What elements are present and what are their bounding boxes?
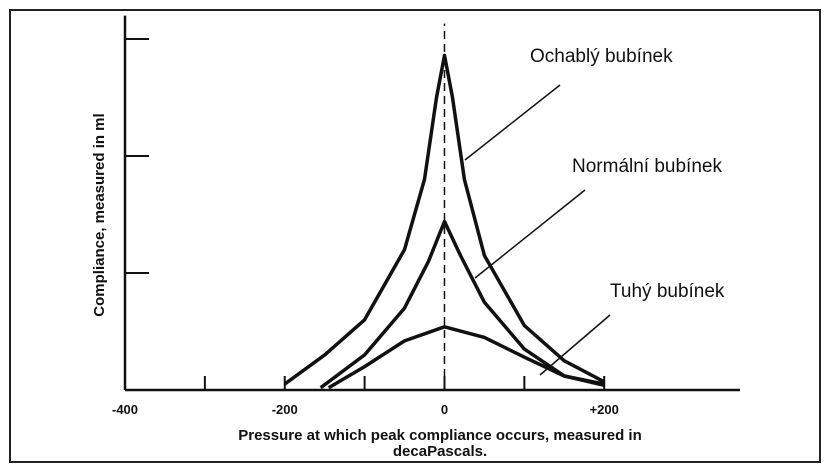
curve — [327, 325, 605, 390]
x-axis-label: Pressure at which peak compliance occurs… — [238, 427, 642, 444]
curve-label: Normální bubínek — [572, 156, 722, 177]
x-tick-label: -400 — [112, 402, 138, 417]
x-tick-label: +200 — [590, 402, 619, 417]
leader-line — [474, 189, 586, 279]
leader-line — [539, 314, 611, 376]
x-tick-label: -200 — [272, 402, 298, 417]
x-tick-label: 0 — [441, 402, 448, 417]
curve — [283, 53, 606, 386]
curve-label: Tuhý bubínek — [610, 281, 725, 302]
curve-label: Ochablý bubínek — [530, 46, 673, 67]
y-axis-label: Compliance, measured in ml — [91, 113, 108, 316]
frame — [9, 9, 821, 463]
x-axis-label: decaPascals. — [393, 443, 487, 460]
curve — [319, 219, 605, 390]
leader-line — [464, 84, 561, 161]
